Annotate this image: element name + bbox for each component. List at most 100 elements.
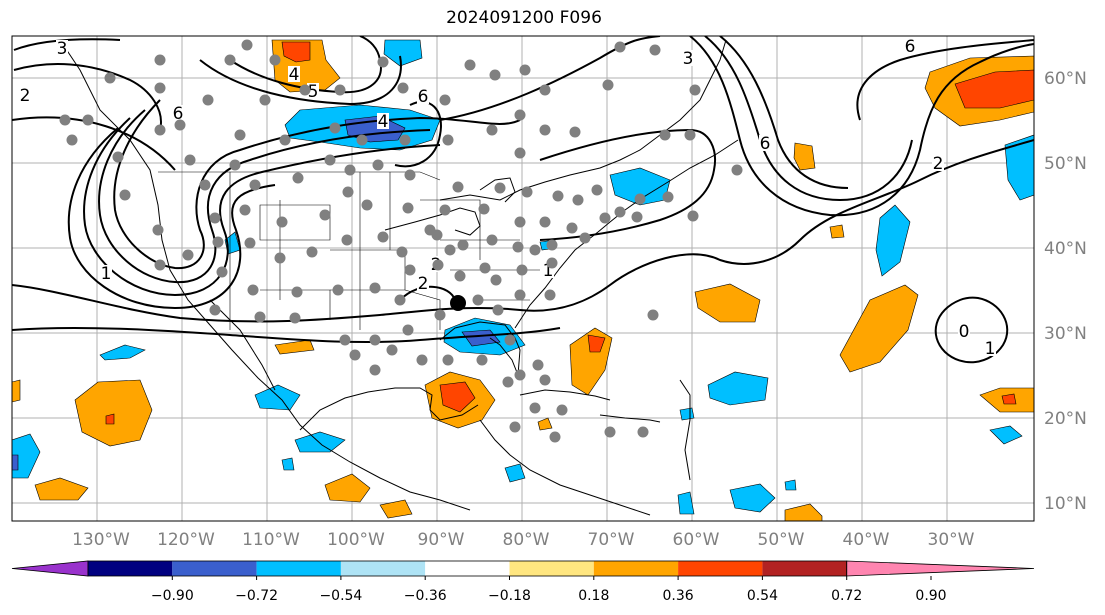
station-dot: [494, 182, 506, 194]
warm-area: [34, 477, 89, 501]
station-dot: [182, 249, 194, 261]
cool-area: [729, 483, 776, 513]
colorbar-tick-label: −0.90: [151, 588, 194, 604]
station-dot: [637, 426, 649, 438]
station-dot: [394, 294, 406, 306]
station-dot: [212, 236, 224, 248]
station-dot: [199, 179, 211, 191]
station-dot: [249, 179, 261, 191]
station-dot: [566, 222, 578, 234]
longitude-label: 40°W: [843, 530, 890, 550]
colorbar-tick-label: 0.72: [831, 588, 862, 604]
colorbar-segment: [593, 561, 679, 576]
cool-area: [99, 344, 146, 361]
station-dot: [234, 129, 246, 141]
station-dot: [402, 202, 414, 214]
station-dot: [444, 244, 456, 256]
station-dot: [514, 216, 526, 228]
contour-label: 2: [933, 154, 944, 174]
station-dot: [369, 282, 381, 294]
station-dot: [269, 54, 281, 66]
station-dot: [552, 190, 564, 202]
latitude-label: 40°N: [1044, 239, 1087, 259]
station-dot: [659, 129, 671, 141]
contour-label: 2: [20, 86, 31, 106]
station-dot: [434, 309, 446, 321]
latitude-labels: 60°N 50°N 40°N 30°N 20°N 10°N: [1044, 69, 1087, 514]
warm-area: [784, 503, 823, 521]
station-dot: [289, 312, 301, 324]
contour-label: 4: [378, 112, 389, 132]
station-dot: [174, 119, 186, 131]
cool-area: [1004, 134, 1034, 201]
shaded-areas: [12, 39, 1034, 521]
latitude-label: 50°N: [1044, 154, 1087, 174]
warm-area: [537, 417, 553, 431]
station-dot: [154, 82, 166, 94]
station-dot: [112, 151, 124, 163]
contour-label: 1: [543, 261, 554, 281]
station-dot: [216, 266, 228, 278]
station-dot: [386, 344, 398, 356]
station-dot: [604, 426, 616, 438]
station-dot: [519, 64, 531, 76]
station-dot: [369, 334, 381, 346]
colorbar-segment: [762, 561, 847, 576]
station-dot: [486, 124, 498, 136]
cool-area: [461, 329, 501, 347]
station-dot: [404, 169, 416, 181]
station-dot: [591, 184, 603, 196]
station-dot: [442, 134, 454, 146]
warm-area: [281, 41, 311, 63]
station-dot: [209, 212, 221, 224]
cool-area: [989, 425, 1023, 445]
longitude-label: 60°W: [673, 530, 720, 550]
longitude-label: 100°W: [327, 530, 385, 550]
cool-area: [12, 454, 19, 471]
cool-area: [12, 433, 41, 479]
station-dot: [514, 369, 526, 381]
station-dot: [324, 154, 336, 166]
station-dot: [464, 59, 476, 71]
station-dot: [529, 402, 541, 414]
station-dot: [556, 404, 568, 416]
station-dot: [276, 216, 288, 228]
station-dot: [549, 431, 561, 443]
station-dot: [569, 126, 581, 138]
warm-area: [793, 142, 816, 171]
station-dot: [244, 237, 256, 249]
station-dot: [416, 354, 428, 366]
longitude-label: 130°W: [72, 530, 130, 550]
map-title: 2024091200 F096: [446, 8, 602, 28]
station-dot: [649, 44, 661, 56]
warm-area: [1001, 393, 1017, 405]
station-dot: [372, 159, 384, 171]
station-dot: [454, 270, 466, 282]
station-dot: [452, 181, 464, 193]
station-dot: [356, 134, 368, 146]
warm-area: [439, 381, 476, 413]
contour-label: 2: [418, 274, 429, 294]
station-dot: [442, 354, 454, 366]
contour-label: 1: [101, 264, 112, 284]
warm-area: [839, 284, 919, 373]
station-dot: [291, 286, 303, 298]
longitude-label: 120°W: [157, 530, 215, 550]
longitude-labels: 130°W 120°W 110°W 100°W 90°W 80°W 70°W 60°W 50°W…: [72, 530, 975, 550]
warm-area: [829, 224, 845, 239]
station-dot: [402, 324, 414, 336]
cool-area: [383, 39, 423, 67]
station-dot: [539, 374, 551, 386]
station-dot: [439, 204, 451, 216]
station-dot: [599, 212, 611, 224]
contour-label: 0: [959, 322, 970, 342]
station-dot: [332, 284, 344, 296]
station-dot: [486, 234, 498, 246]
colorbar-tick-label: −0.72: [235, 588, 278, 604]
station-dot: [341, 234, 353, 246]
cool-area: [294, 431, 346, 453]
station-dot: [502, 376, 514, 388]
colorbar-segment: [172, 561, 257, 576]
station-dot: [689, 84, 701, 96]
warm-area: [694, 283, 761, 323]
